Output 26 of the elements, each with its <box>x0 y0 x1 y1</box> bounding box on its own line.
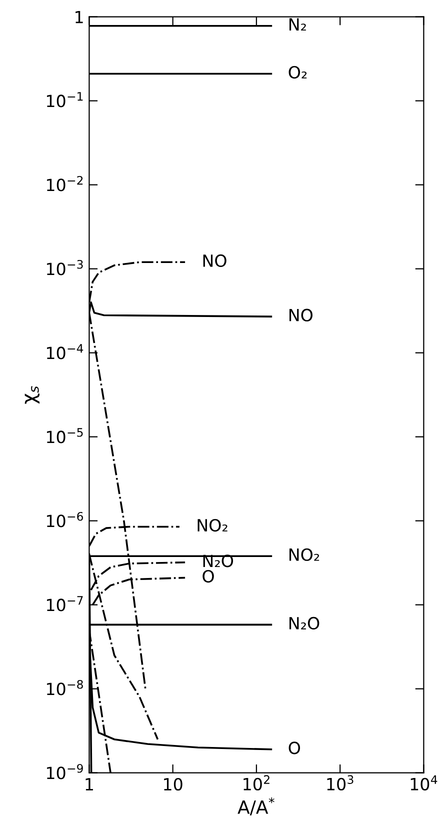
x-tick-label: 10 <box>164 778 182 791</box>
x-tick-label: 10$^{2}$ <box>244 775 270 790</box>
y-axis-title: χ$_{s}$ <box>24 386 40 404</box>
annotation: O <box>288 742 300 754</box>
annotation: NO₂ <box>198 518 228 532</box>
x-tick-label: 1 <box>86 778 93 790</box>
annotation: NO <box>289 308 312 322</box>
annotation: N₂O <box>289 616 320 630</box>
y-tick-label: 10$^{−2}$ <box>47 176 83 192</box>
annotation: O <box>202 570 214 583</box>
y-tick-label: 10$^{−9}$ <box>47 764 83 780</box>
x-axis-title: A/A$^{*}$ <box>238 797 274 816</box>
y-tick-label: 10$^{−7}$ <box>47 596 83 612</box>
y-tick-label: 1 <box>76 10 83 24</box>
annotation: NO₂ <box>289 548 320 561</box>
y-tick-label: 10$^{−5}$ <box>47 428 83 444</box>
annotation: NO <box>203 254 226 267</box>
y-tick-label: 10$^{−1}$ <box>47 92 83 108</box>
y-tick-label: 10$^{−4}$ <box>47 344 84 360</box>
y-tick-label: 10$^{−8}$ <box>47 680 83 696</box>
x-tick-label: 10$^{3}$ <box>327 775 354 790</box>
annotation: O₂ <box>288 66 307 79</box>
y-tick-label: 10$^{−6}$ <box>47 512 84 528</box>
annotation: N₂ <box>289 18 306 31</box>
y-tick-label: 10$^{−3}$ <box>47 260 83 276</box>
x-tick-label: 10$^{4}$ <box>410 775 438 790</box>
